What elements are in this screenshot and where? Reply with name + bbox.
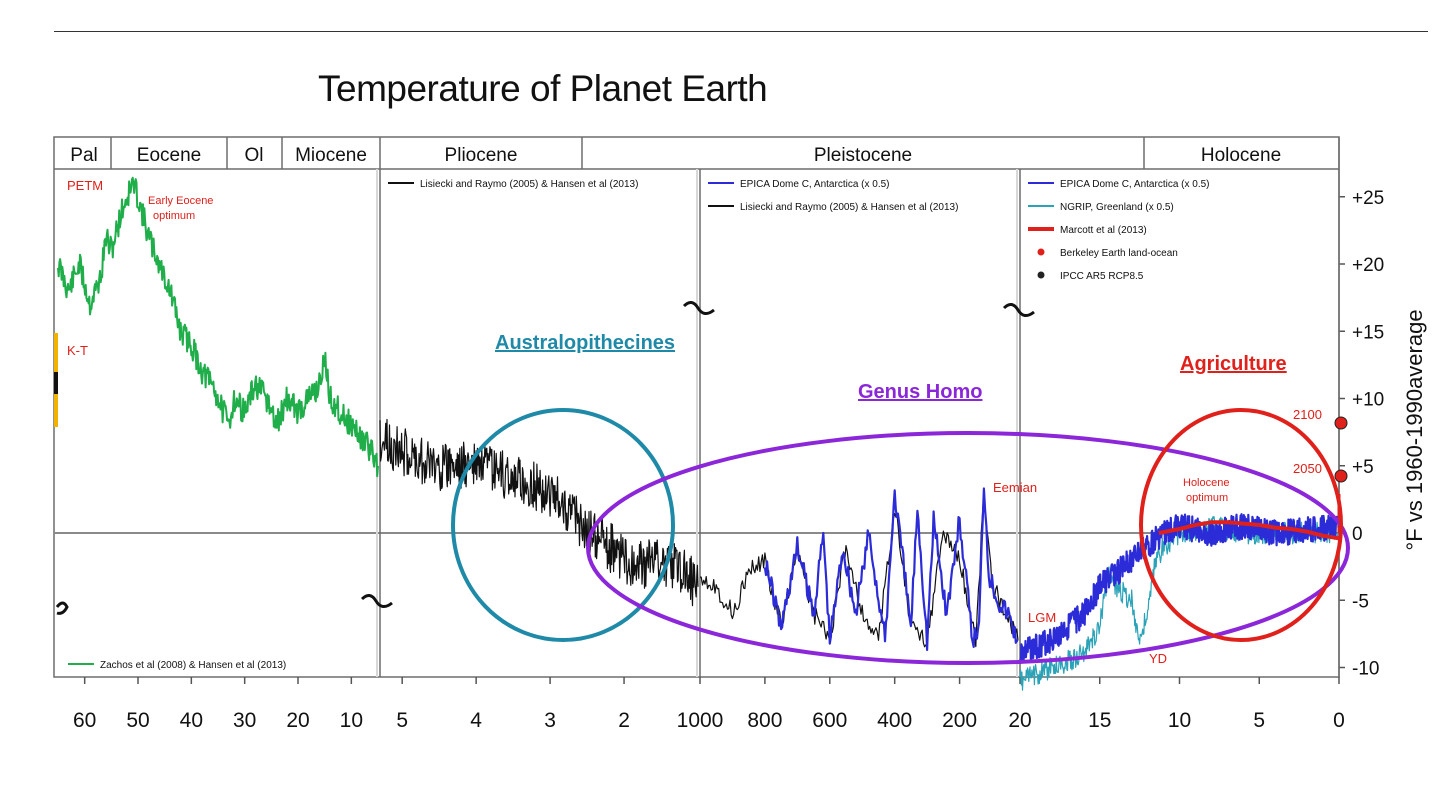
y-tick-label: -10 [1352, 659, 1379, 680]
series-epica-pleistocene [763, 487, 1019, 652]
epoch-miocene: Miocene [295, 145, 367, 166]
holocene-optimum-line1: Holocene [1183, 477, 1229, 489]
x-tick-label: 800 [747, 709, 782, 732]
y-tick-label: -5 [1352, 591, 1369, 612]
y-tick-label: +10 [1352, 390, 1384, 411]
legend-label: Berkeley Earth land-ocean [1060, 248, 1178, 259]
annotation-yd: YD [1149, 651, 1167, 666]
x-tick-label: 50 [126, 709, 149, 732]
annotation-2050: 2050 [1293, 461, 1322, 476]
x-tick-label: 1000 [677, 709, 724, 732]
series-epica-holocene [1018, 513, 1341, 665]
legend-label: Marcott et al (2013) [1060, 225, 1147, 236]
era-genus-homo: Genus Homo [858, 381, 982, 403]
genus-homo-ellipse [586, 431, 1350, 665]
x-tick-label: 0 [1333, 709, 1345, 732]
legend-label: Lisiecki and Raymo (2005) & Hansen et al… [420, 179, 638, 190]
epoch-pliocene: Pliocene [445, 145, 518, 166]
annotation-kt: K-T [67, 343, 88, 358]
y-axis: +25 +20 +15 +10 +5 0 -5 -10 [1338, 137, 1384, 680]
y-tick-label: +15 [1352, 322, 1384, 343]
legend-label: NGRIP, Greenland (x 0.5) [1060, 202, 1174, 213]
legend-marker [1037, 271, 1045, 279]
x-tick-label: 400 [877, 709, 912, 732]
legend-label: Lisiecki and Raymo (2005) & Hansen et al… [740, 202, 958, 213]
epoch-ol: Ol [245, 145, 264, 166]
series-ngrip [1019, 515, 1340, 691]
annotation-eemian: Eemian [993, 480, 1037, 495]
y-tick-label: +25 [1352, 188, 1384, 209]
axis-break-marks [55, 301, 1035, 615]
legend-label: IPCC AR5 RCP8.5 [1060, 271, 1144, 282]
epoch-dividers [110, 137, 1145, 677]
x-tick-label: 40 [180, 709, 203, 732]
rcp85-2050-dot [1334, 469, 1348, 483]
x-tick-label: 2 [618, 709, 630, 732]
x-tick-label: 15 [1088, 709, 1111, 732]
x-tick-label: 4 [470, 709, 482, 732]
annotation-lgm: LGM [1028, 610, 1056, 625]
top-rule [54, 31, 1428, 32]
era-agriculture: Agriculture [1180, 353, 1287, 375]
x-tick-label: 5 [1253, 709, 1265, 732]
annotation-petm: PETM [67, 178, 103, 193]
x-tick-label: 30 [233, 709, 256, 732]
rcp85-2100-dot [1334, 416, 1348, 430]
kt-marker [54, 372, 58, 394]
legend-label: EPICA Dome C, Antarctica (x 0.5) [1060, 179, 1210, 190]
x-tick-label: 20 [286, 709, 309, 732]
annotation-holocene-optimum: Holocene optimum [1183, 477, 1229, 504]
series-zachos [57, 176, 379, 478]
epoch-eocene: Eocene [137, 145, 201, 166]
era-australopithecines: Australopithecines [495, 332, 675, 354]
x-tick-label: 3 [544, 709, 556, 732]
x-tick-label: 600 [812, 709, 847, 732]
series-lr05-pliocene [379, 418, 699, 607]
y-tick-label: +20 [1352, 255, 1384, 276]
y-tick-label: +5 [1352, 457, 1374, 478]
australopithecines-circle [451, 408, 675, 642]
x-tick-label: 5 [396, 709, 408, 732]
x-tick-label: 60 [73, 709, 96, 732]
holocene-optimum-line2: optimum [1186, 492, 1228, 504]
chart-title: Temperature of Planet Earth [318, 68, 768, 109]
legend-label: EPICA Dome C, Antarctica (x 0.5) [740, 179, 890, 190]
x-tick-label: 20 [1008, 709, 1031, 732]
epoch-holocene: Holocene [1201, 145, 1281, 166]
x-tick-label: 10 [1168, 709, 1191, 732]
epoch-pleistocene: Pleistocene [814, 145, 912, 166]
annotation-early-eocene-line2: optimum [153, 210, 195, 222]
series-marcott [1158, 520, 1340, 541]
series-layer [57, 176, 1341, 691]
epoch-pal: Pal [70, 145, 97, 166]
agriculture-circle [1139, 408, 1343, 642]
x-tick-label: 10 [340, 709, 363, 732]
epoch-labels: Pal Eocene Ol Miocene Pliocene Pleistoce… [70, 145, 1281, 166]
x-tick-label: 200 [942, 709, 977, 732]
legend-label: Zachos et al (2008) & Hansen et al (2013… [100, 660, 286, 671]
legend-layer: Zachos et al (2008) & Hansen et al (2013… [68, 179, 1210, 671]
x-axis: 60 50 40 30 20 10 5 4 3 2 1000 800 600 400 200 20 15 10 5 0 [73, 677, 1345, 732]
annotation-early-eocene-text: Early Eocene [148, 195, 213, 207]
annotation-2100: 2100 [1293, 407, 1322, 422]
annotation-early-eocene-optimum: Early Eocene optimum [148, 195, 213, 222]
y-axis-title: °F vs 1960-1990average [1402, 309, 1427, 550]
panel-separators [376, 169, 1018, 677]
y-tick-label: 0 [1352, 524, 1363, 545]
legend-marker [1037, 248, 1045, 256]
